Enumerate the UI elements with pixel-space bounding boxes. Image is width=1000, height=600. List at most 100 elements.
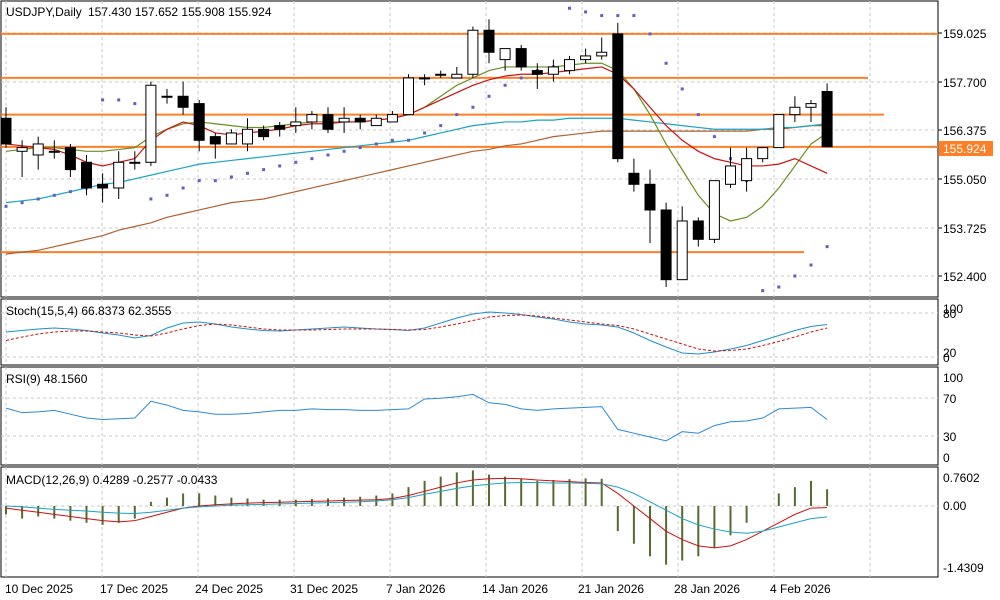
date-tick: 28 Jan 2026 [674,582,740,596]
stoch-tick: 0 [943,351,950,365]
candle-body [596,51,608,57]
candle-body [403,77,414,116]
sar-dot [342,149,346,153]
stoch-tick: 20 [943,346,957,360]
rsi-tick: 100 [943,371,963,385]
rsi-tick: 70 [943,392,957,406]
candle-body [16,147,28,152]
stoch-panel[interactable] [0,298,939,366]
price-tick: 153.725 [943,222,987,236]
macd-lines [5,470,829,565]
current-price-label: 155.924 [943,142,987,156]
candle-body [370,117,382,127]
date-tick: 31 Dec 2025 [290,582,358,596]
sar-dot [648,32,652,36]
stoch-tick: 100 [943,302,963,316]
rsi-panel[interactable] [0,366,939,466]
price-tick: 159.025 [943,27,987,41]
candle-body [290,121,302,127]
stoch-tick: 80 [943,307,957,321]
candle-body [451,73,463,79]
macd-panel[interactable] [0,466,939,578]
candle-body [612,33,624,160]
current-price-marker [939,141,993,156]
candle-body [580,55,592,61]
sar-dot [407,138,410,142]
chart-header-symbol: USDJPY,Daily [6,5,82,19]
candle-body [676,220,688,281]
sar-dot [455,113,459,117]
candle-body [628,172,640,185]
sar-dot [326,153,330,157]
sar-dot [680,87,684,91]
date-tick: 24 Dec 2025 [195,582,263,596]
candle-body [113,161,125,189]
sar-dot [777,285,781,289]
date-tick: 7 Jan 2026 [386,582,446,596]
candle-body [258,128,270,138]
sar-dot [632,14,636,18]
sar-dot [712,135,716,139]
candle-body [435,73,447,76]
parabolic-sar [4,6,829,293]
sar-dot [149,197,153,201]
candle-body [322,114,334,130]
sar-dot [487,94,491,98]
sar-dot [246,171,249,175]
candlesticks [0,19,833,288]
moving-average-line [5,117,828,204]
candle-body [64,147,76,171]
candle-body [193,103,205,141]
candle-body [483,29,495,53]
price-tick: 156.375 [943,124,987,138]
price-tick: 155.050 [943,173,987,187]
moving-average-line [5,66,828,174]
candle-body [419,77,431,80]
candle-body [467,29,479,75]
rsi-label: RSI(9) 48.1560 [6,372,88,386]
candle-body [161,95,173,98]
candle-body [209,136,221,145]
sar-dot [133,102,137,106]
candle-body [821,91,833,148]
sar-dot [181,186,185,190]
rsi-tick: 30 [943,430,957,444]
macd-axis: 0.7602 0.00 -1.4309 [943,471,984,575]
sar-dot [101,98,105,102]
sar-dot [52,193,56,197]
candle-body [499,48,511,61]
macd-signal-line [5,477,828,549]
candle-body [725,165,736,185]
date-axis: 10 Dec 2025 17 Dec 2025 24 Dec 2025 31 D… [5,582,831,596]
sar-dot [423,131,427,135]
sar-dot [374,142,378,146]
candle-body [97,183,109,189]
rsi-tick: 0 [943,451,950,465]
candle-body [225,132,237,145]
price-axis: 159.025 157.700 156.375 155.050 153.725 … [938,27,987,284]
candle-body [354,117,366,123]
candle-body [515,48,527,68]
sar-dot [793,274,797,278]
rsi-line [5,393,828,442]
stoch-label: Stoch(15,5,4) 66.8373 62.3555 [6,304,172,318]
date-tick: 17 Dec 2025 [100,582,168,596]
sar-dot [584,10,588,14]
sar-dot [568,6,571,10]
candle-body [531,70,543,75]
sar-dot [825,245,829,249]
candle-body [644,183,656,211]
candle-body [708,180,720,240]
rsi-line [5,393,828,442]
candle-body [306,114,318,123]
sar-dot [262,168,266,172]
candle-body [48,150,60,153]
sar-dot [4,204,8,208]
macd-main-line [5,482,828,534]
sar-dot [616,14,620,18]
sar-dot [809,263,813,267]
price-tick: 152.400 [943,270,987,284]
stoch-signal-line [5,314,828,352]
candle-body [757,147,769,160]
